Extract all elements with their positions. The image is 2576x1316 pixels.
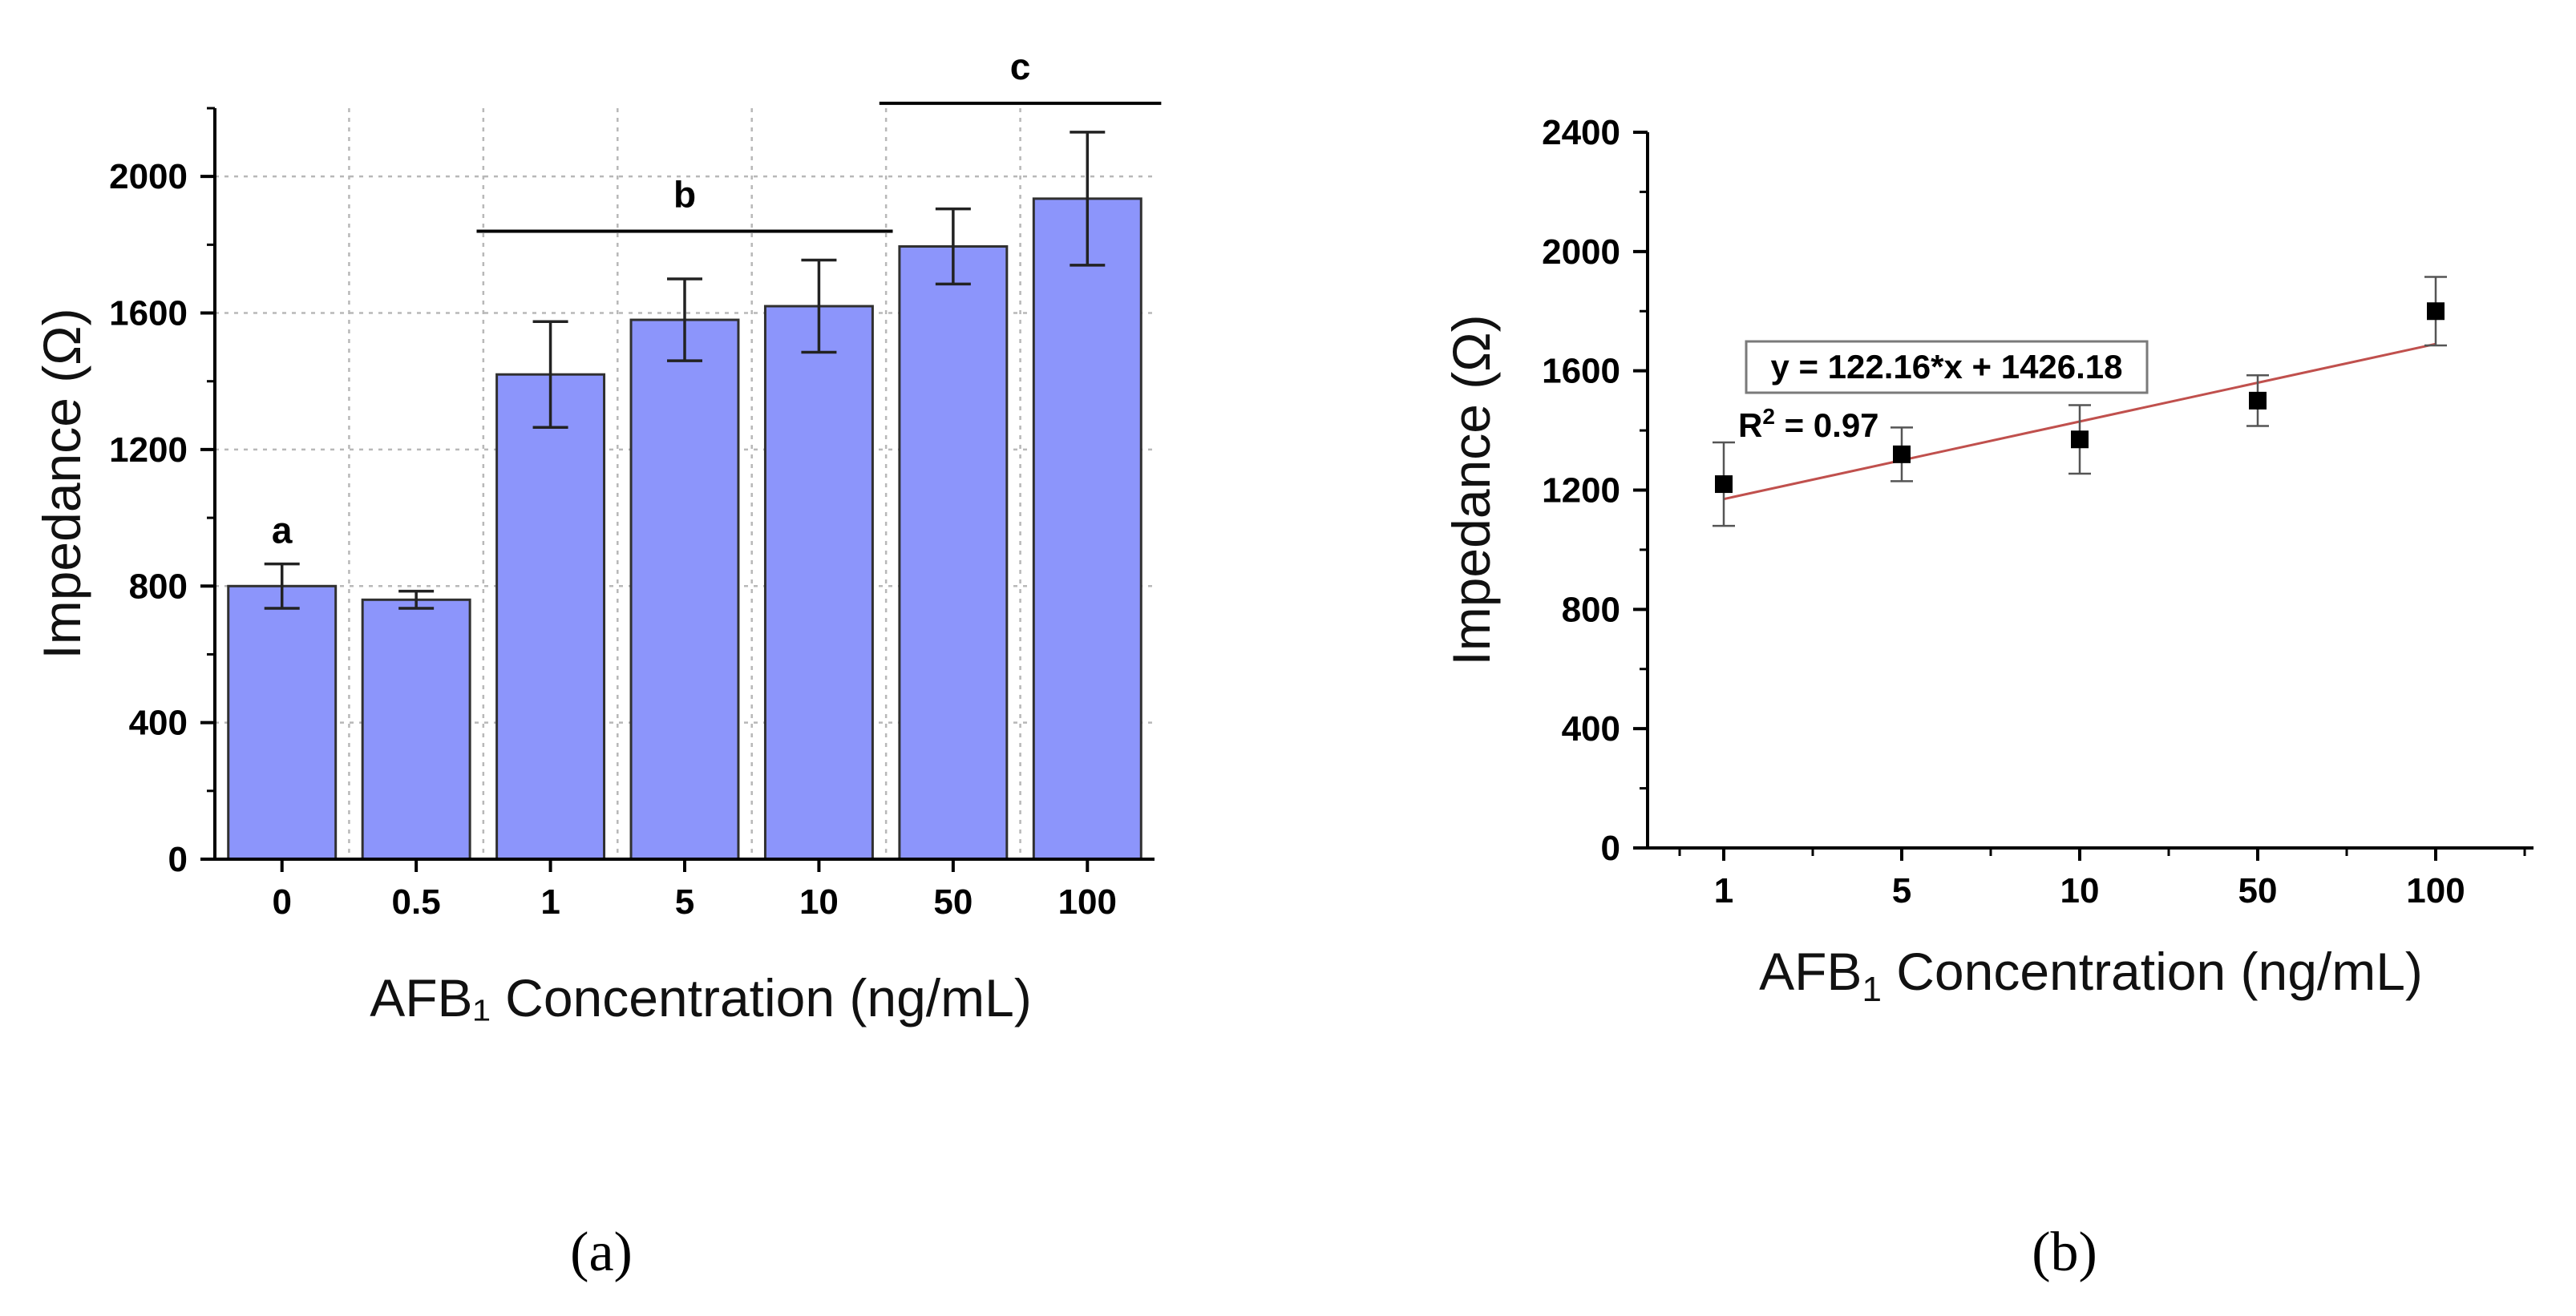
bar-50 — [898, 244, 1009, 861]
y-tick-label: 1200 — [109, 430, 188, 470]
x-tick-label: 1 — [540, 882, 560, 922]
x-axis-title: AFB1 Concentration (ng/mL) — [1759, 942, 2423, 1009]
group-label-c: c — [1010, 46, 1031, 87]
group-label-a: a — [272, 510, 293, 551]
y-axis-title: Impedance (Ω) — [32, 308, 91, 659]
chart-a-impedance-bars: 0 400 800 1200 1600 2000 0 0.5 1 5 10 50 100 AFB₁ Con… — [32, 46, 1162, 1027]
group-label-b: b — [673, 174, 696, 216]
r-squared-label: R2 = 0.97 — [1738, 404, 1879, 444]
y-tick-label: 1600 — [1542, 352, 1620, 391]
x-tick-label: 100 — [2406, 871, 2465, 910]
x-tick-label: 50 — [933, 882, 973, 922]
y-tick-label: 800 — [1562, 590, 1620, 629]
y-tick-label: 0 — [168, 840, 188, 879]
y-tick-label: 2000 — [1542, 232, 1620, 272]
bar-5 — [629, 318, 740, 861]
bar-1 — [495, 373, 606, 861]
x-tick-label: 100 — [1058, 882, 1117, 922]
y-tick-label: 2400 — [1542, 113, 1620, 152]
panel-label-b: (b) — [2032, 1221, 2097, 1283]
data-point-50 — [2249, 391, 2267, 410]
y-tick-label: 400 — [1562, 709, 1620, 749]
data-point-1 — [1715, 475, 1733, 494]
bar-10 — [763, 305, 874, 861]
y-axis-title: Impedance (Ω) — [1442, 314, 1501, 665]
y-tick-label: 800 — [129, 567, 188, 606]
chart-b-impedance-fit: 0 400 800 1200 1600 2000 2400 1 5 10 50 100 y = 122.… — [1442, 113, 2534, 1009]
x-tick-label: 0 — [272, 882, 291, 922]
fit-equation: y = 122.16*x + 1426.18 — [1770, 348, 2122, 386]
x-tick-label: 10 — [799, 882, 839, 922]
x-tick-label: 5 — [675, 882, 694, 922]
y-tick-label: 1600 — [109, 294, 188, 333]
y-tick-label: 2000 — [109, 157, 188, 196]
bar-0.5 — [361, 598, 471, 861]
bar-0 — [227, 584, 338, 861]
x-tick-label: 1 — [1714, 871, 1733, 910]
bar-100 — [1032, 197, 1142, 861]
x-tick-label: 10 — [2060, 871, 2100, 910]
x-tick-label: 0.5 — [392, 882, 441, 922]
data-point-5 — [1893, 445, 1911, 463]
y-tick-label: 1200 — [1542, 471, 1620, 511]
data-point-100 — [2427, 302, 2445, 321]
x-tick-label: 50 — [2238, 871, 2278, 910]
x-axis-title: AFB₁ Concentration (ng/mL) — [370, 968, 1032, 1027]
x-tick-label: 5 — [1892, 871, 1911, 910]
y-tick-label: 0 — [1601, 829, 1620, 868]
equation-box — [1745, 340, 2149, 394]
panel-label-a: (a) — [570, 1221, 633, 1283]
data-point-10 — [2071, 430, 2089, 449]
y-tick-label: 400 — [129, 704, 188, 743]
